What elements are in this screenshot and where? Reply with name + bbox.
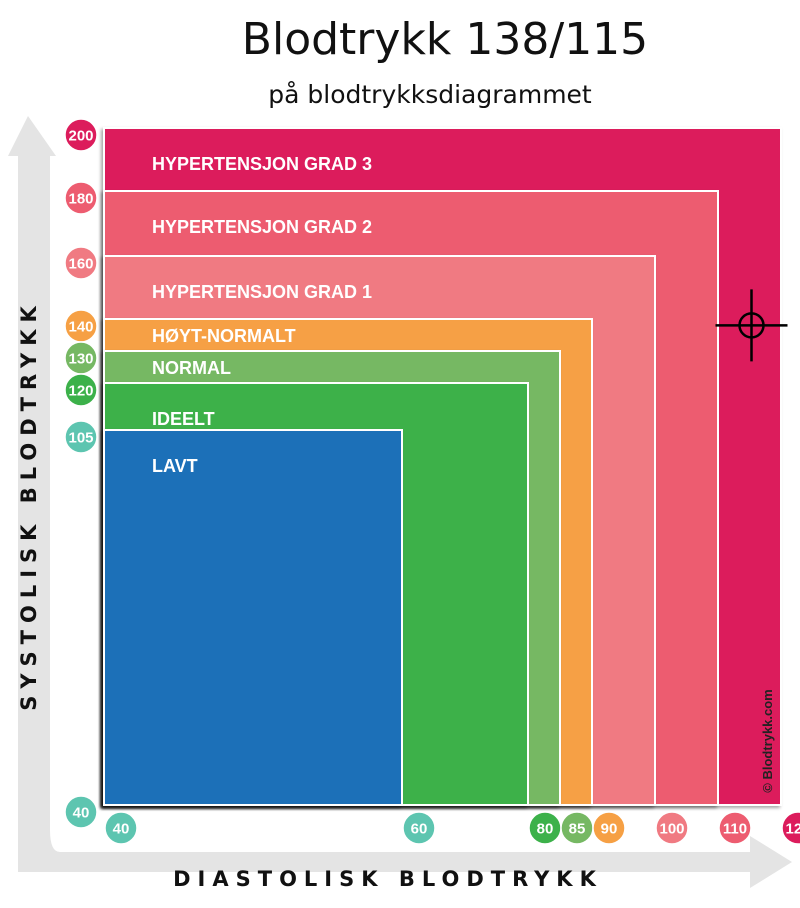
- y-tick-180: 180: [64, 181, 98, 215]
- y-tick-105: 105: [64, 420, 98, 454]
- page-subtitle: på blodtrykksdiagrammet: [268, 80, 592, 109]
- x-tick-label: 85: [569, 821, 586, 838]
- zone-label-hypertensjon-grad-3: HYPERTENSJON GRAD 3: [152, 154, 372, 174]
- page-title: Blodtrykk 138/115: [241, 14, 649, 65]
- y-axis-title: SYSTOLISK BLODTRYKK: [17, 299, 41, 711]
- y-tick-label: 140: [68, 319, 93, 336]
- y-tick-label: 40: [73, 805, 90, 822]
- y-tick-label: 200: [68, 128, 93, 145]
- x-tick-90: 90: [592, 811, 626, 845]
- zone-label-hoyt-normalt: HØYT-NORMALT: [152, 326, 296, 346]
- zone-label-hypertensjon-grad-2: HYPERTENSJON GRAD 2: [152, 217, 372, 237]
- zone-lavt: [103, 429, 403, 806]
- x-tick-label: 90: [601, 821, 618, 838]
- y-tick-200: 200: [64, 118, 98, 152]
- y-tick-label: 120: [68, 383, 93, 400]
- x-tick-label: 60: [411, 821, 428, 838]
- y-tick-40: 40: [64, 795, 98, 829]
- y-tick-140: 140: [64, 309, 98, 343]
- y-tick-label: 105: [68, 430, 93, 447]
- x-tick-80: 80: [528, 811, 562, 845]
- axis-corner: [18, 820, 60, 872]
- y-tick-160: 160: [64, 246, 98, 280]
- x-tick-85: 85: [560, 811, 594, 845]
- x-tick-100: 100: [655, 811, 689, 845]
- x-tick-label: 120: [785, 821, 800, 838]
- y-axis-arrow: [8, 116, 56, 862]
- y-tick-label: 180: [68, 191, 93, 208]
- x-tick-40: 40: [104, 811, 138, 845]
- zone-label-lavt: LAVT: [152, 456, 198, 476]
- x-tick-label: 40: [113, 821, 130, 838]
- x-axis-arrow: [18, 836, 792, 888]
- x-tick-110: 110: [718, 811, 752, 845]
- y-tick-120: 120: [64, 373, 98, 407]
- x-tick-120: 120: [781, 811, 800, 845]
- zone-label-ideelt: IDEELT: [152, 409, 215, 429]
- x-tick-label: 110: [723, 821, 747, 838]
- y-tick-label: 130: [68, 351, 93, 368]
- x-tick-60: 60: [402, 811, 436, 845]
- y-tick-label: 160: [68, 256, 93, 273]
- x-tick-label: 100: [659, 821, 684, 838]
- credit-text: © Blodtrykk.com: [760, 689, 775, 793]
- zone-label-hypertensjon-grad-1: HYPERTENSJON GRAD 1: [152, 282, 372, 302]
- x-tick-label: 80: [537, 821, 554, 838]
- reading-marker: [715, 289, 788, 362]
- zone-label-normal: NORMAL: [152, 358, 231, 378]
- y-tick-130: 130: [64, 341, 98, 375]
- x-axis-title: DIASTOLISK BLODTRYKK: [173, 867, 603, 891]
